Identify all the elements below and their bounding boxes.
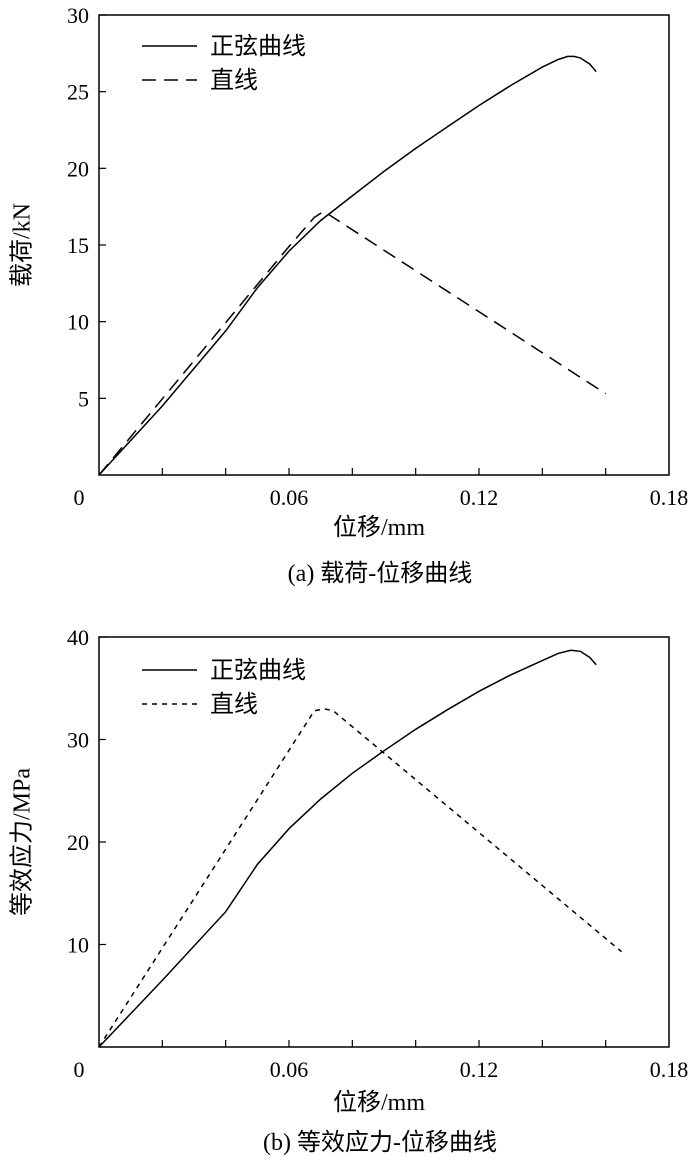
legend-label: 正弦曲线: [210, 33, 306, 60]
x-axis-title: 位移/mm: [333, 1089, 425, 1116]
y-axis-title: 等效应力/MPa: [9, 768, 36, 916]
x-tick-label: 0.18: [650, 485, 689, 510]
x-tick-label: 0.06: [270, 485, 309, 510]
series-line-straight-line: [98, 210, 607, 476]
series-line-straight-line: [98, 708, 622, 1048]
y-tick-label: 40: [67, 625, 89, 650]
y-tick-label: 5: [78, 386, 89, 411]
legend-label: 直线: [210, 691, 258, 718]
x-axis-title: 位移/mm: [333, 514, 425, 541]
y-axis-title: 载荷/kN: [9, 203, 36, 287]
figure-caption: (a) 载荷-位移曲线: [288, 560, 473, 587]
plot-frame: [98, 14, 670, 476]
series-line-sine-curve: [98, 649, 597, 1048]
y-tick-label: 25: [67, 80, 89, 105]
x-tick-label: 0.18: [650, 1057, 689, 1082]
chart-panel-a: 0 0.06 0.12 0.18 5 10 15 20 25 30 位移/mm 载荷/kN (a) 载荷…: [9, 3, 689, 587]
y-tick-label: 20: [67, 156, 89, 181]
figure-caption: (b) 等效应力-位移曲线: [263, 1129, 497, 1156]
legend-label: 正弦曲线: [210, 657, 306, 684]
y-tick-label: 30: [67, 3, 89, 28]
y-tick-label: 15: [67, 233, 89, 258]
y-tick-label: 20: [67, 830, 89, 855]
x-tick-label: 0.12: [460, 485, 499, 510]
x-tick-label: 0.06: [270, 1057, 309, 1082]
chart-panel-b: 0 0.06 0.12 0.18 10 20 30 40 位移/mm 等效应力/MPa (b) 等效…: [9, 625, 689, 1156]
series-line-sine-curve: [98, 55, 597, 476]
x-tick-label: 0.12: [460, 1057, 499, 1082]
plot-frame: [98, 636, 670, 1048]
legend-label: 直线: [210, 67, 258, 94]
y-tick-label: 10: [67, 310, 89, 335]
x-tick-label: 0: [74, 485, 85, 510]
y-tick-label: 30: [67, 728, 89, 753]
y-tick-label: 10: [67, 933, 89, 958]
x-tick-label: 0: [74, 1057, 85, 1082]
